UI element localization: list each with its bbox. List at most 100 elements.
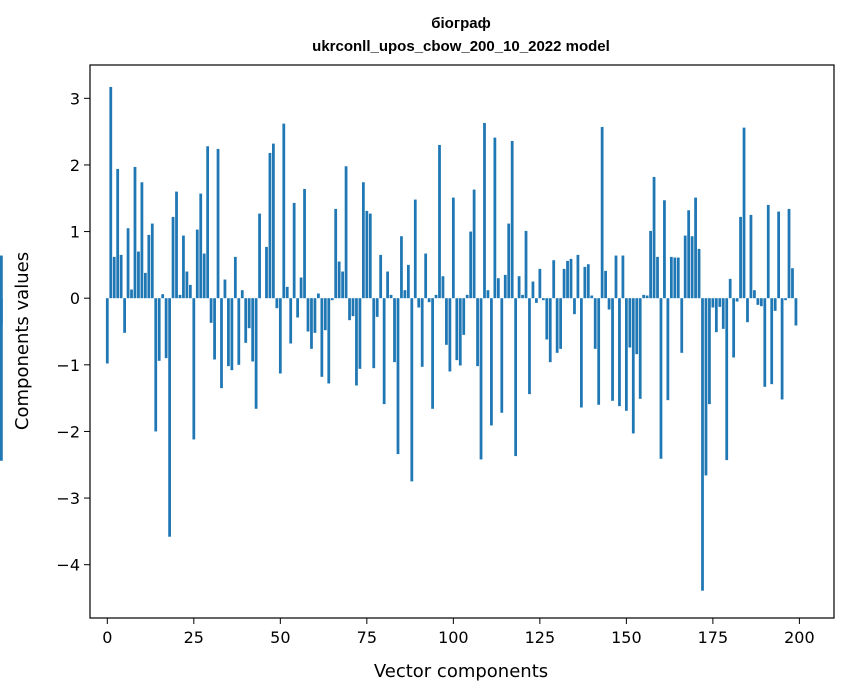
bar bbox=[694, 197, 697, 299]
bar bbox=[687, 210, 691, 299]
x-axis-label: Vector components bbox=[374, 661, 548, 682]
bars-group bbox=[0, 86, 798, 591]
bar bbox=[476, 298, 479, 367]
bar bbox=[749, 214, 753, 299]
x-tick-label: 100 bbox=[438, 628, 469, 647]
bar bbox=[292, 202, 296, 299]
bar bbox=[590, 295, 594, 299]
bar bbox=[552, 260, 556, 299]
bar bbox=[451, 197, 455, 299]
bar bbox=[143, 272, 147, 299]
bar bbox=[403, 290, 407, 299]
bar bbox=[535, 298, 538, 303]
bar bbox=[105, 298, 109, 364]
bar bbox=[119, 254, 123, 299]
bar bbox=[472, 189, 476, 299]
bar bbox=[548, 298, 552, 363]
bar bbox=[496, 278, 500, 299]
bar bbox=[313, 298, 317, 333]
bar bbox=[344, 166, 348, 299]
x-tick-label: 75 bbox=[357, 628, 377, 647]
bar bbox=[258, 213, 261, 299]
bar bbox=[649, 230, 652, 299]
bar bbox=[683, 235, 687, 299]
bar bbox=[348, 298, 351, 321]
y-tick-label: −3 bbox=[56, 489, 80, 508]
bar bbox=[714, 298, 718, 333]
bar bbox=[746, 298, 749, 323]
bar bbox=[680, 298, 684, 353]
bar bbox=[230, 298, 234, 371]
x-tick-label: 200 bbox=[784, 628, 815, 647]
bar bbox=[711, 298, 715, 308]
bar bbox=[479, 298, 483, 460]
bar bbox=[794, 298, 798, 326]
bar bbox=[583, 266, 587, 299]
bar bbox=[192, 298, 196, 440]
bar bbox=[676, 257, 680, 299]
bar bbox=[413, 199, 417, 299]
bar bbox=[566, 260, 569, 299]
bar bbox=[199, 193, 203, 299]
bar bbox=[510, 140, 514, 299]
bar bbox=[150, 223, 154, 299]
bar bbox=[171, 216, 175, 299]
bar bbox=[254, 298, 258, 409]
bar bbox=[763, 298, 767, 387]
bar bbox=[334, 208, 338, 299]
bar bbox=[773, 298, 777, 311]
bar bbox=[524, 230, 528, 299]
bar bbox=[559, 298, 563, 349]
bar bbox=[718, 298, 722, 307]
bar bbox=[202, 253, 206, 299]
bar bbox=[420, 298, 424, 367]
bar bbox=[251, 298, 255, 362]
bar bbox=[393, 298, 396, 363]
x-axis-ticks: 0 25 50 75 100 125 150 175 200 bbox=[102, 618, 815, 647]
bar bbox=[486, 290, 490, 299]
bar bbox=[213, 298, 216, 360]
bar bbox=[690, 236, 694, 299]
bar bbox=[642, 294, 646, 299]
bar bbox=[701, 298, 704, 591]
x-tick-label: 150 bbox=[611, 628, 642, 647]
bar bbox=[576, 254, 580, 299]
bar bbox=[289, 298, 293, 344]
bar bbox=[483, 122, 486, 299]
bar bbox=[791, 268, 794, 299]
bar bbox=[631, 298, 635, 434]
bar bbox=[112, 256, 116, 299]
bar bbox=[621, 255, 625, 299]
bar bbox=[580, 298, 583, 408]
bar bbox=[368, 213, 372, 299]
bar bbox=[365, 210, 369, 299]
bar bbox=[137, 251, 140, 299]
y-tick-label: 1 bbox=[70, 223, 80, 242]
y-axis-label: Components values bbox=[12, 252, 33, 430]
bar bbox=[455, 298, 459, 361]
y-tick-label: 2 bbox=[70, 156, 80, 175]
bar bbox=[569, 258, 573, 299]
bar bbox=[586, 264, 590, 299]
bar bbox=[389, 294, 393, 299]
bar bbox=[358, 298, 362, 369]
bar bbox=[462, 298, 466, 335]
x-tick-label: 175 bbox=[698, 628, 729, 647]
bar bbox=[147, 234, 151, 299]
bar bbox=[240, 290, 244, 299]
bar bbox=[431, 298, 434, 409]
bar bbox=[355, 298, 358, 386]
bar bbox=[282, 123, 286, 299]
bar bbox=[735, 298, 739, 302]
bar bbox=[441, 276, 445, 299]
bar bbox=[424, 253, 428, 299]
bar bbox=[697, 248, 701, 299]
bar bbox=[503, 274, 507, 299]
bar bbox=[164, 298, 168, 359]
bar bbox=[500, 298, 504, 413]
y-tick-label: −4 bbox=[56, 556, 80, 575]
bar bbox=[285, 286, 289, 299]
bar bbox=[708, 298, 711, 405]
bar bbox=[756, 298, 760, 305]
y-tick-label: 0 bbox=[70, 289, 80, 308]
